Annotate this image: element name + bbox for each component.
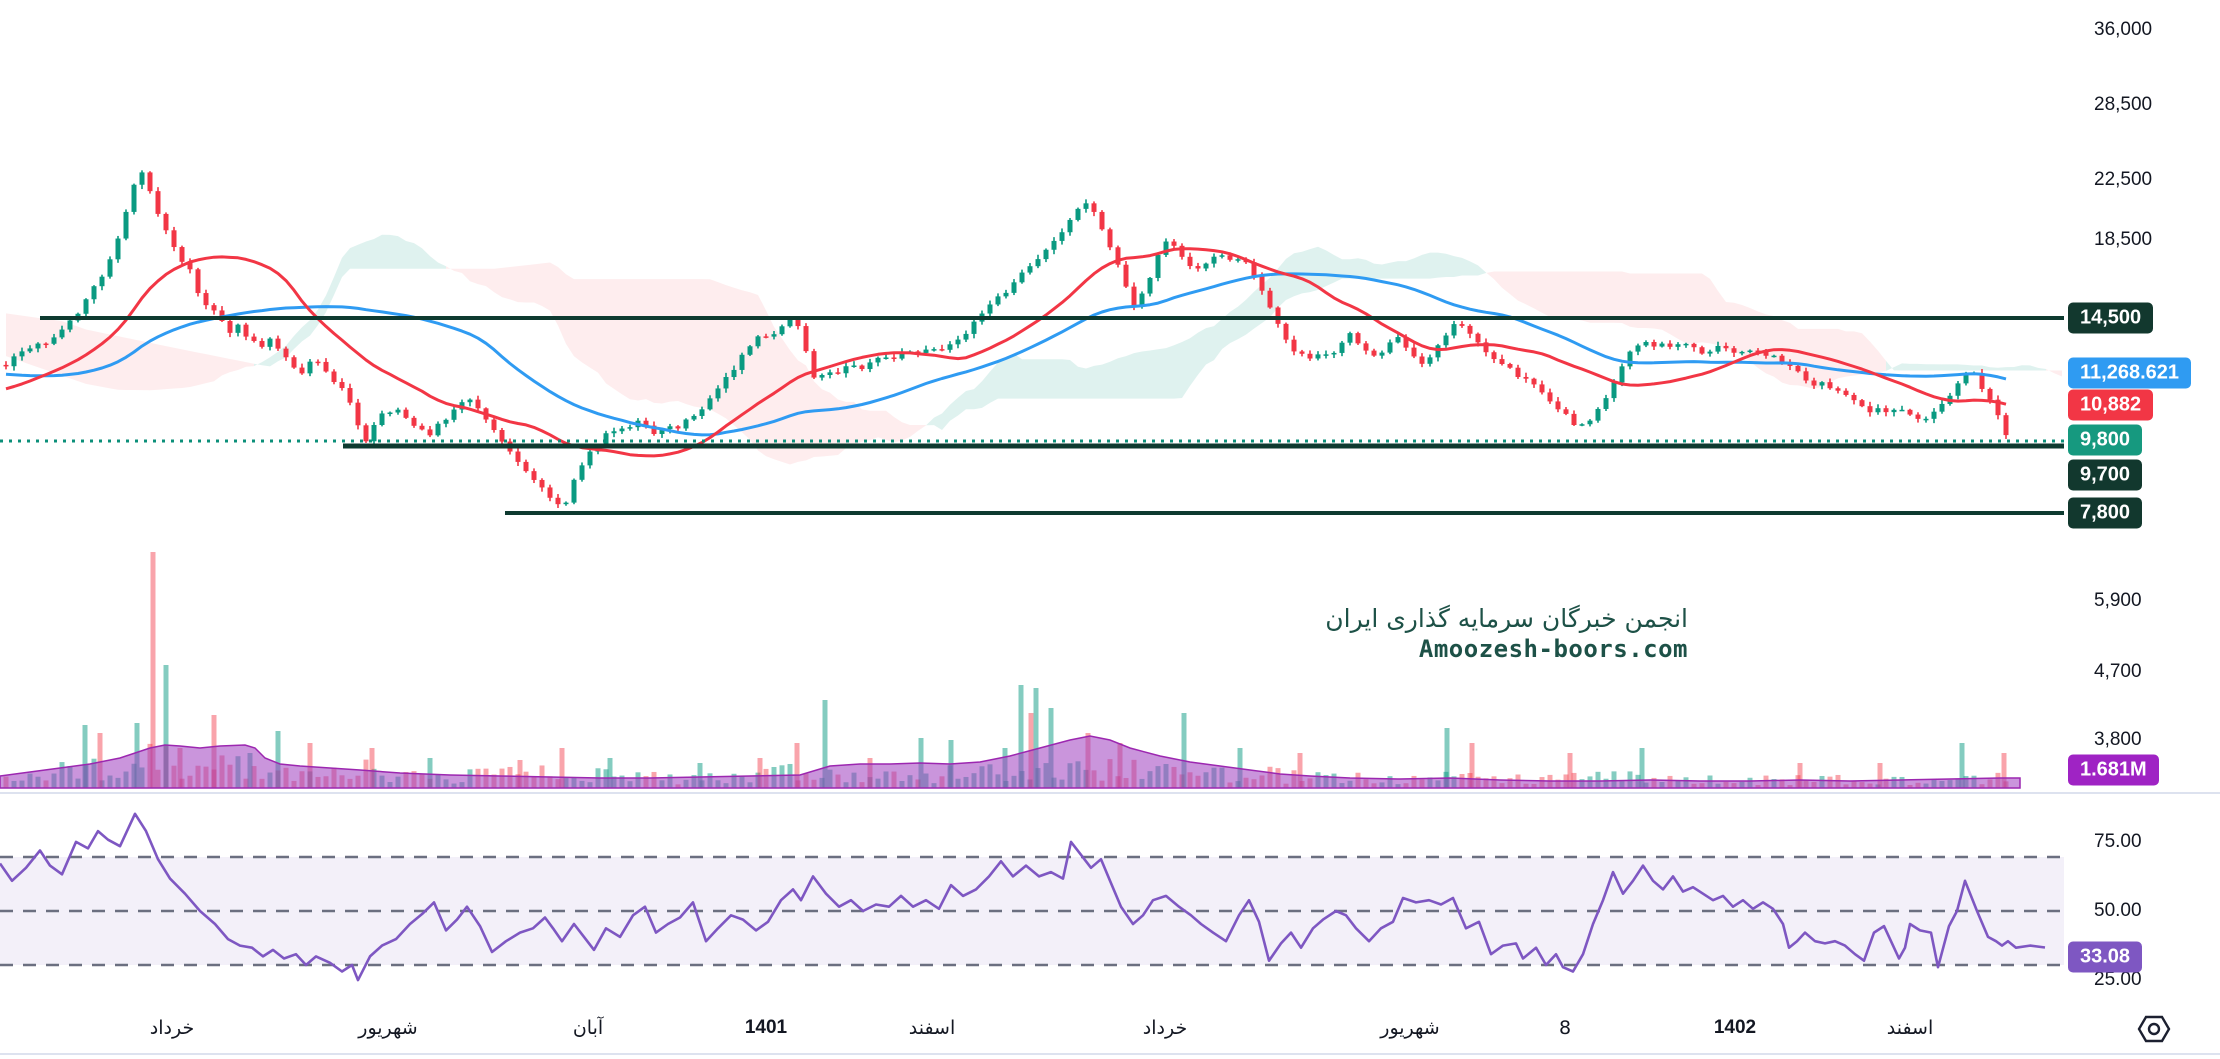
ma-fast-line xyxy=(5,247,2007,458)
price-badge: 33.08 xyxy=(2068,941,2143,973)
price-tick-label: 5,900 xyxy=(2094,590,2142,611)
watermark: انجمن خبرگان سرمایه گذاری ایران Amoozesh… xyxy=(1325,604,1688,664)
time-tick-label: خرداد xyxy=(1142,1017,1188,1039)
price-tick-label: 4,700 xyxy=(2094,661,2142,682)
price-tick-label: 3,800 xyxy=(2094,729,2142,750)
price-tick-label: 18,500 xyxy=(2094,229,2153,250)
price-badge: 14,500 xyxy=(2068,302,2154,334)
price-badge: 1.681M xyxy=(2068,754,2159,786)
price-tick-label: 25.00 xyxy=(2094,969,2142,990)
volume-ma-area xyxy=(0,735,2021,789)
price-tick-label: 50.00 xyxy=(2094,900,2142,921)
time-tick-label: اسفند xyxy=(908,1017,956,1039)
time-tick-label: شهریور xyxy=(358,1017,418,1039)
volume-bars-layer xyxy=(3,552,2009,788)
watermark-site-text: Amoozesh-boors.com xyxy=(1418,635,1688,663)
price-badge: 11,268.621 xyxy=(2068,357,2191,389)
time-tick-label: آبان xyxy=(572,1017,604,1039)
price-tick-label: 36,000 xyxy=(2094,19,2153,40)
time-tick-label: خرداد xyxy=(149,1017,195,1039)
time-tick-label: اسفند xyxy=(1886,1017,1934,1039)
rsi-pane-layer xyxy=(0,812,2064,982)
time-tick-label: 1401 xyxy=(744,1017,788,1038)
watermark-persian-text: انجمن خبرگان سرمایه گذاری ایران xyxy=(1325,604,1688,633)
time-tick-label: 1402 xyxy=(1713,1017,1757,1038)
ma-slow-line xyxy=(5,272,2007,437)
candles-layer xyxy=(3,170,2009,508)
price-axis[interactable] xyxy=(2064,0,2220,990)
level-lines-layer xyxy=(0,316,2064,515)
time-tick-label: شهریور xyxy=(1380,1017,1440,1039)
price-badge: 9,700 xyxy=(2068,459,2143,491)
price-badge: 7,800 xyxy=(2068,497,2143,529)
time-tick-label: 8 xyxy=(1558,1017,1572,1039)
eye-logo-icon[interactable] xyxy=(2136,1014,2172,1044)
price-tick-label: 75.00 xyxy=(2094,831,2142,852)
price-tick-label: 22,500 xyxy=(2094,169,2153,190)
price-tick-label: 28,500 xyxy=(2094,94,2153,115)
ichimoku-cloud-layer xyxy=(6,234,2062,465)
price-badge: 9,800 xyxy=(2068,424,2143,456)
price-badge: 10,882 xyxy=(2068,389,2154,421)
